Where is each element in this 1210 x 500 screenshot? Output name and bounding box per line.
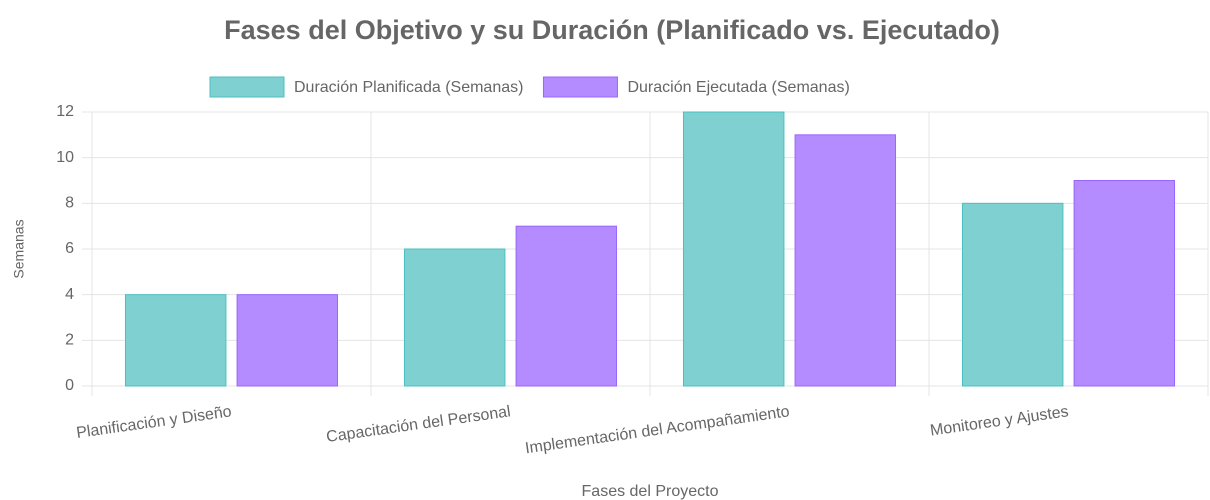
y-tick-label: 12: [56, 103, 74, 120]
bar: [515, 225, 618, 387]
y-tick-label: 4: [65, 286, 74, 303]
legend-label: Duración Planificada (Semanas): [294, 79, 523, 96]
bar: [961, 202, 1064, 387]
x-axis-title: Fases del Proyecto: [582, 483, 719, 500]
bar: [682, 111, 785, 387]
x-tick-label: Monitoreo y Ajustes: [929, 403, 1070, 439]
x-tick-label: Implementación del Acompañamiento: [524, 403, 791, 457]
bar: [1073, 180, 1176, 387]
bar: [236, 294, 339, 387]
y-tick-label: 2: [65, 332, 74, 349]
bar: [794, 134, 897, 387]
legend-swatch: [209, 76, 285, 98]
y-axis-title: Semanas: [11, 219, 27, 278]
y-tick-label: 10: [56, 149, 74, 166]
y-tick-label: 0: [65, 377, 74, 394]
chart-title: Fases del Objetivo y su Duración (Planif…: [224, 15, 1000, 45]
x-tick-label: Capacitación del Personal: [325, 403, 511, 446]
legend-label: Duración Ejecutada (Semanas): [627, 79, 849, 96]
y-tick-label: 6: [65, 240, 74, 257]
bar: [124, 294, 227, 387]
bar: [403, 248, 506, 387]
y-tick-label: 8: [65, 195, 74, 212]
legend-swatch: [542, 76, 618, 98]
x-tick-label: Planificación y Diseño: [75, 403, 232, 442]
